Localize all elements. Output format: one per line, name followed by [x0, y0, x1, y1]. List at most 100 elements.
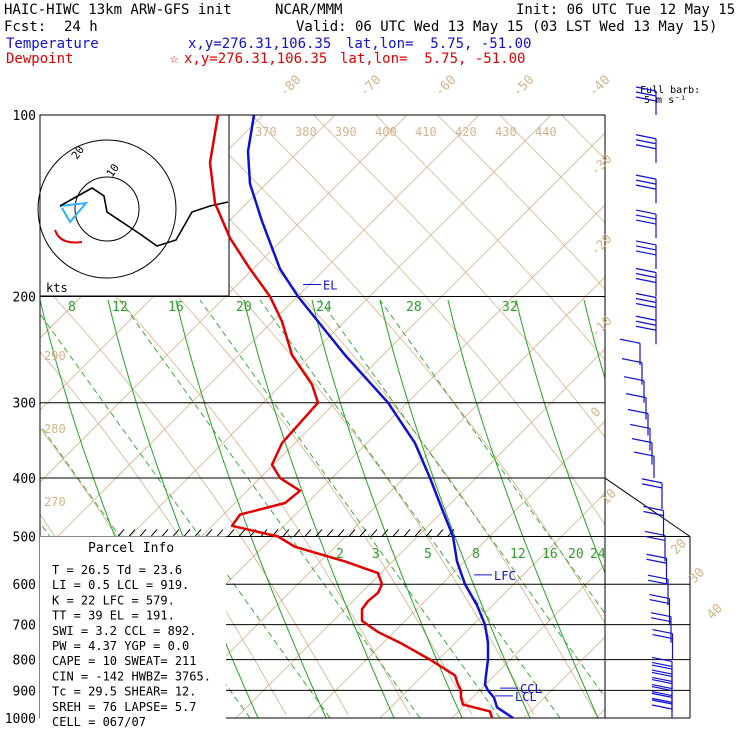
- isotherm-line: [668, 115, 740, 718]
- parcel-info-row: Tc = 29.5 SHEAR= 12.: [52, 685, 197, 699]
- mixing-ratio-dashed: [259, 299, 561, 718]
- hodograph-ring-label-10: 10: [104, 161, 122, 179]
- hodograph-ring-label-20: 20: [69, 143, 87, 161]
- parcel-box-bg: [40, 536, 226, 721]
- parcel-info-row: K = 22 LFC = 579.: [52, 593, 175, 607]
- wind-barb: [635, 86, 657, 115]
- theta-label-top: 410: [415, 125, 437, 139]
- lfc-label: LFC: [494, 569, 516, 583]
- isotherm-line: [307, 420, 605, 718]
- freezing-hatch: [183, 529, 191, 537]
- mixing-label-lower: 5: [424, 547, 432, 562]
- wind-barb: [646, 553, 668, 585]
- temperature-xy: x,y=276.31,106.35: [188, 36, 332, 52]
- freezing-hatch: [403, 529, 411, 537]
- isotherm-line: [595, 708, 605, 718]
- isotherm-label-top: -80: [277, 73, 304, 100]
- isotherm-label-right: -20: [588, 232, 615, 259]
- theta-label-top: 380: [295, 125, 317, 139]
- mixing-label-lower: 8: [472, 547, 480, 562]
- isotherm-line: [40, 115, 480, 555]
- mixing-label-upper: 8: [68, 300, 76, 315]
- mixing-ratio-dashed: [319, 299, 605, 698]
- hodograph-ring-20: [37, 139, 177, 279]
- wind-barb: [647, 574, 669, 606]
- isotherm-label-top: -50: [510, 73, 537, 100]
- freezing-hatch: [282, 529, 290, 537]
- wind-barb: [643, 505, 665, 537]
- parcel-info-row: LI = 0.5 LCL = 919.: [52, 578, 189, 592]
- wind-barb: [635, 134, 657, 163]
- freezing-hatch: [150, 529, 158, 537]
- hodograph-kts-label: kts: [46, 281, 68, 295]
- wind-barb: [619, 338, 641, 366]
- wind-barb: [635, 240, 657, 269]
- wind-barb: [651, 699, 673, 718]
- moist-adiabat: [515, 299, 605, 575]
- moist-adiabat: [107, 299, 259, 718]
- parcel-info-row: TT = 39 EL = 191.: [52, 609, 175, 623]
- isotherm-label-right: 10: [598, 486, 620, 508]
- freezing-hatch: [425, 529, 433, 537]
- moist-adiabat: [447, 299, 599, 718]
- freezing-hatch: [216, 529, 224, 537]
- isotherm-label-top: -60: [432, 73, 459, 100]
- parcel-info-row: CAPE = 10 SWEAT= 211: [52, 654, 197, 668]
- mixing-label-upper: 24: [316, 300, 332, 315]
- hodograph-segment-surface: [54, 229, 83, 244]
- lcl-label: LCL: [515, 690, 537, 704]
- freezing-hatch: [436, 529, 444, 537]
- mixing-label-lower: 2: [336, 547, 344, 562]
- isotherm-line: [235, 348, 605, 718]
- forecast-hours: 24 h: [64, 19, 98, 35]
- theta-label-top: 400: [375, 125, 397, 139]
- dry-adiabat: [40, 214, 411, 716]
- dewpoint-star-icon: ☆: [170, 51, 179, 67]
- init-time: Init: 06 UTC Tue 12 May 15: [516, 2, 736, 18]
- barb-legend-line2: 5 m s⁻¹: [644, 95, 687, 106]
- freezing-hatch: [326, 529, 334, 537]
- wind-barb: [652, 628, 674, 660]
- dry-adiabat: [375, 115, 605, 361]
- moist-adiabat: [175, 299, 327, 718]
- mixing-label-lower: 20: [568, 547, 584, 562]
- freezing-hatch: [293, 529, 301, 537]
- pressure-label-500: 500: [13, 530, 36, 545]
- mixing-label-upper: 20: [236, 300, 252, 315]
- pressure-label-700: 700: [13, 619, 36, 634]
- dry-adiabat: [437, 115, 605, 290]
- isotherm-line: [379, 492, 605, 718]
- parcel-info-row: SREH = 76 LAPSE= 5.7: [52, 700, 197, 714]
- mixing-label-lower: 12: [510, 547, 526, 562]
- isotherm-label-top: -70: [357, 73, 384, 100]
- theta-label-left: 280: [44, 422, 66, 436]
- model-title: HAIC-HIWC 13km ARW-GFS init: [4, 2, 232, 18]
- mixing-ratio-dashed: [40, 313, 331, 718]
- isotherm-label-top: -40: [586, 73, 613, 100]
- hodograph-segment-upper: [59, 187, 229, 247]
- parcel-info-row: T = 26.5 Td = 23.6: [52, 563, 182, 577]
- isotherm-label-right: -10: [588, 314, 615, 341]
- isotherm-label-right: -30: [588, 152, 615, 179]
- plot-border: [39, 114, 606, 719]
- parcel-info-row: CELL = 067/07: [52, 715, 146, 729]
- wind-barb: [649, 594, 671, 625]
- dry-adiabat: [40, 351, 287, 716]
- theta-label-top: 420: [455, 125, 477, 139]
- moist-adiabat: [243, 299, 395, 718]
- pressure-label-1000: 1000: [5, 712, 36, 727]
- moist-adiabat: [311, 299, 463, 718]
- wind-barb: [627, 408, 649, 436]
- freezing-hatch: [139, 529, 147, 537]
- wind-barb: [623, 376, 645, 403]
- freezing-hatch: [337, 529, 345, 537]
- isotherm-line: [163, 276, 605, 718]
- theta-label-left: 270: [44, 495, 66, 509]
- el-label: EL: [323, 278, 337, 292]
- dewpoint-xy: x,y=276.31,106.35: [184, 51, 328, 67]
- theta-label-top: 390: [335, 125, 357, 139]
- freezing-hatch: [315, 529, 323, 537]
- parcel-info-title: Parcel Info: [88, 541, 174, 556]
- freezing-hatch: [392, 529, 400, 537]
- freezing-hatch: [381, 529, 389, 537]
